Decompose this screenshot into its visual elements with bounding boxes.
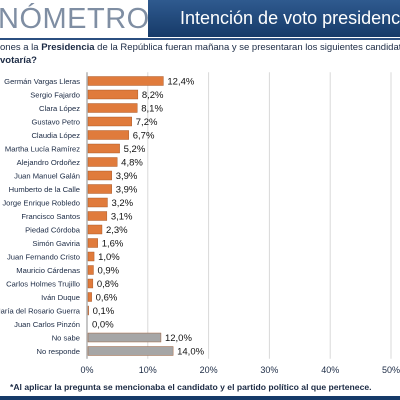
value-label: 1,6% <box>102 239 124 250</box>
question-suffix: de la República fueran mañana y se prese… <box>94 42 400 53</box>
bar <box>87 89 139 100</box>
category-label: Martha Lucía Ramírez <box>5 145 80 154</box>
bar <box>87 346 174 356</box>
category-label: Juan Manuel Galán <box>14 172 80 181</box>
bar <box>87 238 98 248</box>
bar <box>87 170 112 181</box>
bar <box>87 332 162 343</box>
category-label: Francisco Santos <box>21 212 80 221</box>
x-tick-label: 40% <box>321 365 339 375</box>
footnote: *Al aplicar la pregunta se mencionaba el… <box>10 382 372 392</box>
x-tick-label: 10% <box>139 365 157 375</box>
value-label: 12,0% <box>165 333 192 344</box>
category-label: Piedad Córdoba <box>25 226 81 235</box>
header-divider <box>0 38 400 40</box>
category-label: Iván Duque <box>41 293 80 302</box>
value-label: 4,8% <box>121 158 143 169</box>
bar <box>87 224 103 235</box>
value-label: 0,1% <box>93 306 115 317</box>
category-label: Claudia López <box>31 131 80 140</box>
question-line-2-bold: votaría? <box>0 55 37 66</box>
question-line-1: ones a la Presidencia de la República fu… <box>0 41 400 54</box>
category-label: María del Rosario Guerra <box>0 307 81 316</box>
bar <box>87 76 164 86</box>
category-label: Juan Fernando Cristo <box>7 253 80 262</box>
value-label: 0,9% <box>97 266 119 277</box>
value-label: 1,0% <box>98 252 120 263</box>
category-label: Carlos Holmes Trujillo <box>6 280 80 289</box>
question-prefix: ones a la <box>0 42 42 53</box>
bar <box>87 116 132 127</box>
value-label: 0,0% <box>92 320 114 331</box>
bar <box>87 197 108 208</box>
category-label: Juan Carlos Pinzón <box>14 320 80 329</box>
x-tick-label: 0% <box>80 365 93 375</box>
bar <box>87 251 95 262</box>
category-label: No sabe <box>52 334 80 343</box>
value-label: 5,2% <box>124 144 146 155</box>
value-label: 7,2% <box>136 117 158 128</box>
question-bold-word: Presidencia <box>41 42 95 53</box>
category-label: Humberto de la Calle <box>9 185 80 194</box>
x-tick-label: 20% <box>200 365 218 375</box>
category-label: Alejandro Ordoñez <box>17 158 81 167</box>
title-banner: Intención de voto presidencia <box>148 0 400 37</box>
x-tick-label: 30% <box>260 365 278 375</box>
x-tick-label: 50% <box>382 365 400 375</box>
bar <box>87 130 129 140</box>
category-label: Jorge Enrique Robledo <box>2 199 80 208</box>
value-label: 8,1% <box>141 104 163 115</box>
bar <box>87 211 108 221</box>
value-label: 3,9% <box>116 171 138 182</box>
value-label: 12,4% <box>167 77 194 88</box>
bar <box>87 103 138 113</box>
value-label: 3,2% <box>111 198 133 209</box>
bar <box>87 292 92 302</box>
category-label: Clara López <box>39 104 80 113</box>
bar <box>87 265 94 275</box>
page-title: Intención de voto presidencia <box>180 8 400 28</box>
header: NÓMETRO Intención de voto presidencia <box>0 0 400 38</box>
question-line-2: votaría? <box>0 54 400 67</box>
bar <box>87 157 118 167</box>
category-label: Simón Gaviria <box>32 239 80 248</box>
value-label: 3,1% <box>111 212 133 223</box>
value-label: 0,6% <box>96 293 118 304</box>
value-label: 3,9% <box>116 185 138 196</box>
value-label: 0,8% <box>97 279 119 290</box>
category-label: No responde <box>37 347 80 356</box>
value-label: 8,2% <box>142 90 164 101</box>
bar <box>87 184 112 194</box>
category-label: Germán Vargas Lleras <box>4 77 80 86</box>
value-label: 14,0% <box>177 347 204 358</box>
value-label: 2,3% <box>106 225 128 236</box>
value-label: 6,7% <box>133 131 155 142</box>
bar <box>87 305 89 316</box>
bar <box>87 143 120 154</box>
brand-logo-text: NÓMETRO <box>0 3 150 35</box>
category-label: Gustavo Petro <box>31 118 80 127</box>
survey-question: ones a la Presidencia de la República fu… <box>0 41 400 67</box>
category-label: Sergio Fajardo <box>30 91 80 100</box>
category-label: Mauricio Cárdenas <box>16 266 80 275</box>
bar <box>87 278 94 289</box>
bottom-divider <box>0 396 400 400</box>
